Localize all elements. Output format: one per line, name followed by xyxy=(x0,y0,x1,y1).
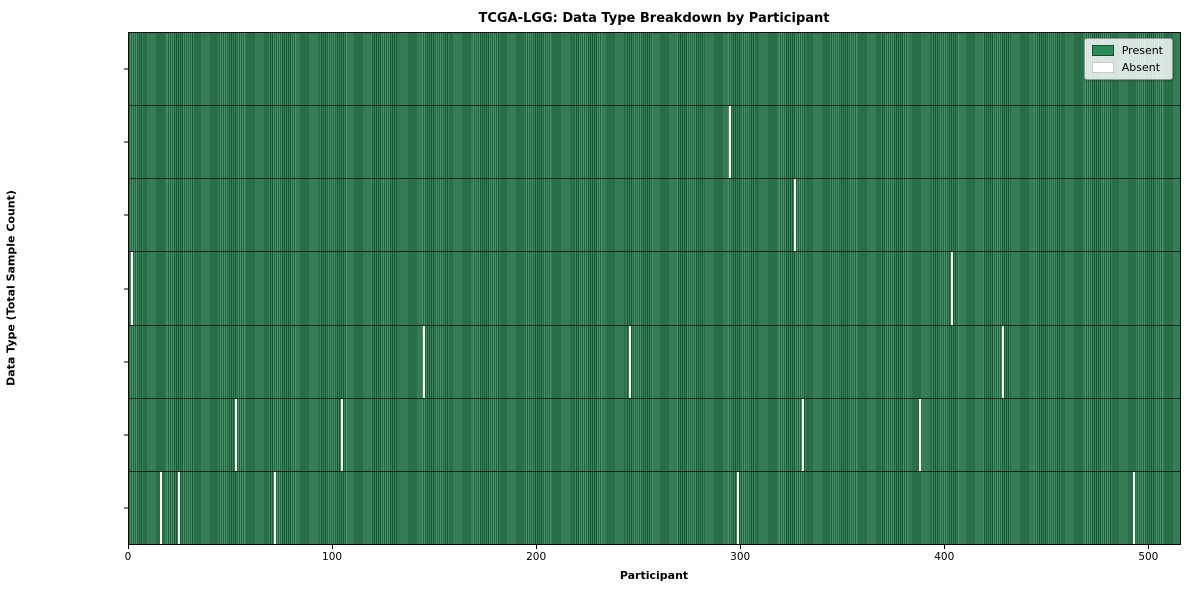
heatmap-row-Methylation xyxy=(129,106,1180,180)
heatmap-row-BCR xyxy=(129,33,1180,107)
absent-marker xyxy=(918,398,921,471)
absent-marker xyxy=(628,325,631,398)
y-tick-mark xyxy=(124,214,128,216)
absent-marker xyxy=(1002,325,1005,398)
heatmap-rows xyxy=(129,33,1180,544)
absent-marker xyxy=(1133,471,1136,544)
x-axis-label: Participant xyxy=(619,569,689,582)
x-tick-mark xyxy=(1148,545,1150,549)
absent-swatch-icon xyxy=(1091,62,1114,73)
heatmap-row-mRNA xyxy=(129,471,1180,544)
absent-marker xyxy=(177,471,180,544)
heatmap-row-Clinical xyxy=(129,252,1180,326)
y-tick-mark xyxy=(124,434,128,436)
absent-marker xyxy=(131,252,134,325)
y-axis-label: Data Type (Total Sample Count) xyxy=(4,190,18,386)
present-swatch-icon xyxy=(1091,45,1114,56)
absent-marker xyxy=(422,325,425,398)
x-tick-label: 200 xyxy=(526,551,547,563)
x-tick-label: 400 xyxy=(934,551,955,563)
absent-marker xyxy=(235,398,238,471)
legend-label-absent: Absent xyxy=(1121,61,1161,74)
x-tick-label: 300 xyxy=(730,551,751,563)
legend-label-present: Present xyxy=(1121,44,1163,57)
legend: Present Absent xyxy=(1083,38,1173,80)
chart-title: TCGA-LGG: Data Type Breakdown by Partici… xyxy=(478,11,830,26)
y-tick-mark xyxy=(124,288,128,289)
x-tick-label: 500 xyxy=(1138,551,1159,563)
absent-marker xyxy=(951,252,954,325)
y-tick-mark xyxy=(124,68,128,70)
x-tick-label: 0 xyxy=(124,551,132,563)
legend-item-absent: Absent xyxy=(1091,61,1163,74)
absent-marker xyxy=(802,398,805,471)
x-tick-mark xyxy=(740,545,742,549)
absent-marker xyxy=(794,179,797,252)
absent-marker xyxy=(737,471,740,544)
x-tick-label: 100 xyxy=(322,551,343,563)
absent-marker xyxy=(341,398,344,471)
absent-marker xyxy=(273,471,276,544)
y-tick-mark xyxy=(124,507,128,509)
heatmap-row-CN xyxy=(129,179,1180,253)
x-tick-mark xyxy=(128,545,129,549)
absent-marker xyxy=(159,471,162,544)
y-tick-mark xyxy=(124,361,128,363)
heatmap-row-MAF xyxy=(129,325,1180,399)
x-tick-mark xyxy=(332,545,334,549)
x-tick-mark xyxy=(536,545,538,549)
plot-area: Present Absent xyxy=(128,32,1181,545)
x-tick-mark xyxy=(944,545,946,549)
heatmap-row-miR xyxy=(129,398,1180,472)
y-tick-mark xyxy=(124,141,128,143)
legend-item-present: Present xyxy=(1091,44,1163,57)
absent-marker xyxy=(728,106,731,179)
